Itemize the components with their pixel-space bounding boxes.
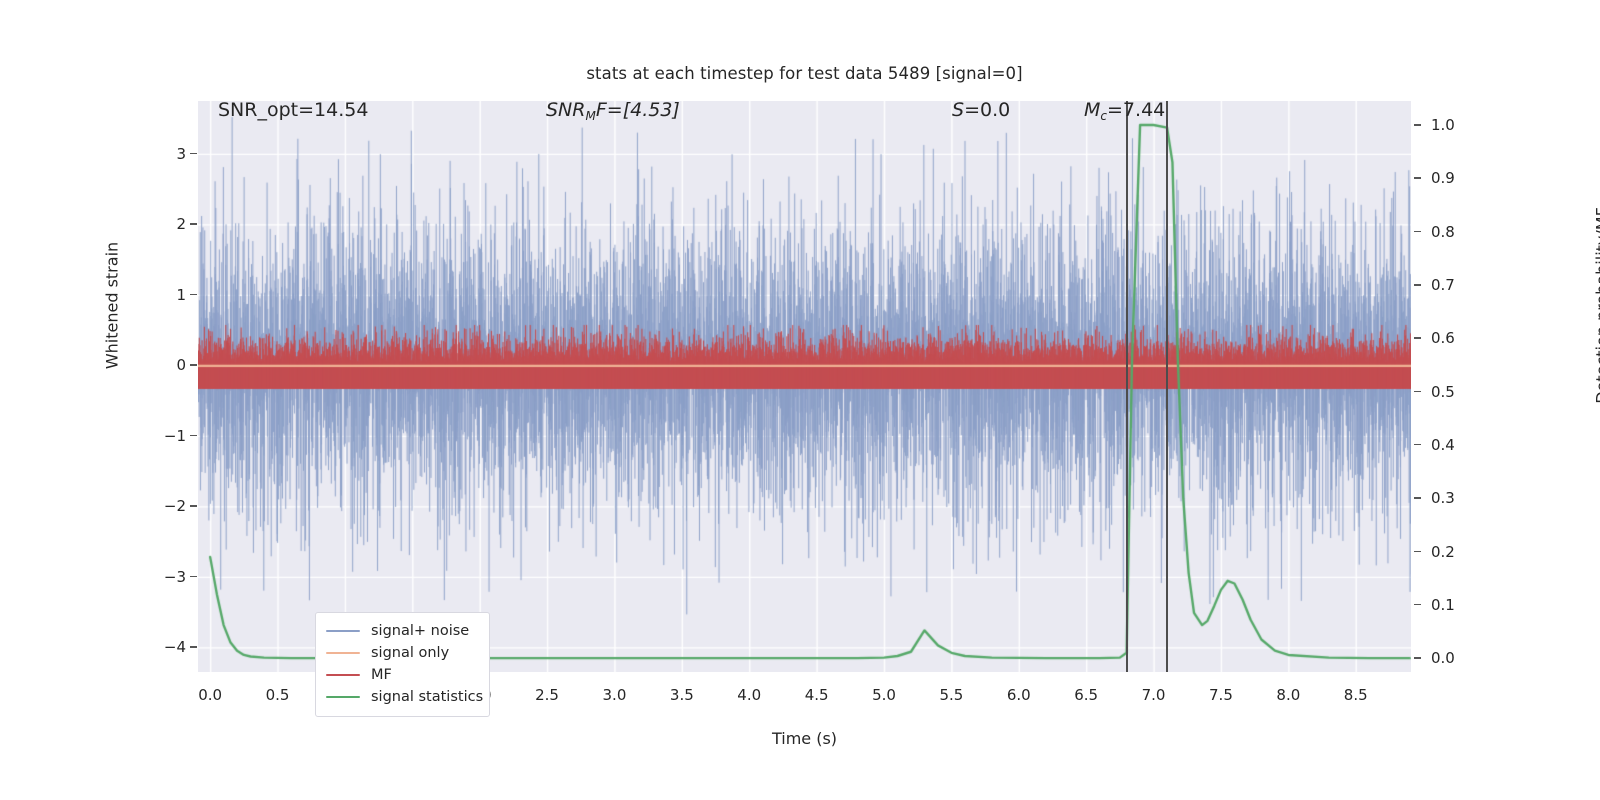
- x-tick-label: 6.5: [1074, 686, 1099, 704]
- y-tick-mark-left: [190, 646, 197, 648]
- legend-label: signal only: [371, 645, 450, 661]
- vertical-marker-merger-start: [1125, 101, 1128, 672]
- x-tick-label: 6.0: [1006, 686, 1031, 704]
- x-tick-label: 8.0: [1276, 686, 1301, 704]
- y-tick-label-right: 0.1: [1431, 595, 1455, 614]
- y-tick-label-right: 0.2: [1431, 542, 1455, 561]
- x-axis-label: Time (s): [771, 729, 838, 748]
- legend-swatch-icon: [326, 695, 360, 699]
- x-tick-label: 8.5: [1343, 686, 1368, 704]
- y-tick-label-left: −3: [163, 567, 186, 586]
- legend[interactable]: signal+ noise signal only MF signal statist…: [315, 612, 490, 717]
- signal-statistics-layer: [198, 101, 1411, 672]
- legend-item[interactable]: signal only: [326, 642, 479, 664]
- y-tick-mark-left: [190, 505, 197, 507]
- y-tick-label-left: 0: [176, 356, 186, 375]
- y-tick-mark-right: [1414, 337, 1421, 339]
- y-tick-mark-right: [1414, 603, 1421, 606]
- y-tick-label-right: 0.3: [1431, 489, 1455, 508]
- plot-axes[interactable]: [198, 101, 1411, 672]
- y-tick-mark-right: [1414, 443, 1421, 446]
- annotation-s: S=0.0: [952, 99, 1011, 121]
- legend-swatch-icon: [326, 673, 360, 677]
- y-tick-mark-right: [1414, 657, 1421, 659]
- legend-item[interactable]: MF: [326, 664, 479, 686]
- x-tick-label: 5.5: [939, 686, 964, 704]
- x-tick-label: 4.5: [804, 686, 829, 704]
- y-tick-mark-right: [1414, 230, 1421, 233]
- y-tick-label-left: 1: [176, 285, 186, 304]
- y-tick-label-right: 0.6: [1431, 329, 1455, 348]
- y-tick-label-right: 0.9: [1431, 169, 1455, 188]
- y-tick-label-right: 0.5: [1431, 382, 1455, 401]
- x-tick-label: 3.5: [669, 686, 694, 704]
- y-tick-label-left: −2: [163, 497, 186, 516]
- y-tick-mark-left: [190, 293, 197, 296]
- annotation-chirp-mass: Mc=7.44: [1084, 99, 1166, 123]
- y-tick-label-left: −1: [163, 426, 186, 445]
- y-tick-mark-left: [190, 152, 197, 155]
- y-tick-mark-left: [190, 364, 197, 366]
- y-tick-mark-right: [1414, 283, 1421, 286]
- y-tick-label-right: 0.8: [1431, 222, 1455, 241]
- y-tick-mark-right: [1414, 177, 1421, 179]
- page-title: stats at each timestep for test data 548…: [586, 64, 1023, 83]
- x-tick-label: 3.0: [602, 686, 627, 704]
- legend-label: MF: [371, 667, 392, 683]
- legend-item[interactable]: signal statistics: [326, 686, 483, 708]
- y-tick-mark-left: [190, 434, 197, 437]
- y-tick-label-right: 0.0: [1431, 649, 1455, 668]
- annotation-snr-opt: SNR_opt=14.54: [218, 99, 369, 121]
- vertical-marker-merger-end: [1166, 101, 1169, 672]
- x-tick-label: 0.5: [265, 686, 290, 704]
- x-tick-label: 4.0: [737, 686, 762, 704]
- y-tick-mark-right: [1414, 550, 1421, 553]
- y-tick-label-left: −4: [163, 638, 186, 657]
- x-tick-label: 2.5: [535, 686, 559, 704]
- x-tick-label: 7.5: [1209, 686, 1233, 704]
- y-tick-mark-left: [190, 575, 197, 578]
- y-tick-mark-right: [1414, 123, 1421, 126]
- y-tick-mark-left: [190, 223, 197, 225]
- y-tick-mark-right: [1414, 390, 1421, 393]
- y-tick-label-right: 0.7: [1431, 275, 1455, 294]
- y-tick-mark-right: [1414, 497, 1421, 499]
- legend-item[interactable]: signal+ noise: [326, 620, 479, 642]
- legend-label: signal statistics: [371, 689, 484, 705]
- x-tick-label: 5.0: [872, 686, 896, 704]
- legend-swatch-icon: [326, 629, 360, 633]
- y-tick-label-left: 2: [176, 215, 186, 234]
- x-tick-label: 7.0: [1141, 686, 1166, 704]
- legend-swatch-icon: [326, 651, 360, 655]
- y-axis-label-left: Whitened strain: [102, 241, 122, 370]
- annotation-snr-mf: SNRMF=[4.53]: [546, 99, 680, 123]
- y-tick-label-right: 0.4: [1431, 435, 1455, 454]
- y-axis-label-right: Detection probability/MF: [1592, 207, 1600, 404]
- y-tick-label-right: 1.0: [1431, 115, 1455, 134]
- y-tick-label-left: 3: [176, 144, 186, 163]
- x-tick-label: 0.0: [198, 686, 223, 704]
- legend-label: signal+ noise: [371, 623, 470, 639]
